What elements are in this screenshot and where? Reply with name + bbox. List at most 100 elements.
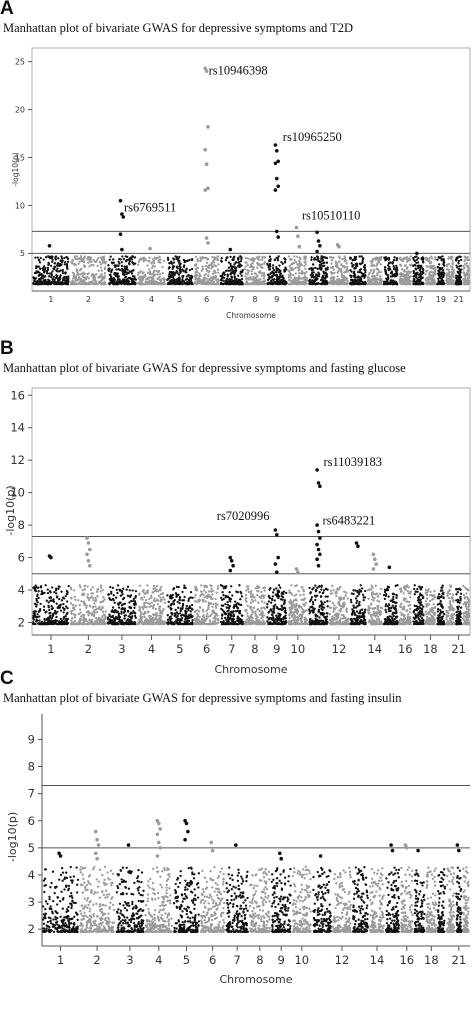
snp-point	[203, 618, 206, 621]
snp-point	[131, 279, 134, 283]
snp-point	[358, 262, 362, 265]
snp-point	[47, 604, 50, 607]
snp-point	[211, 620, 214, 624]
snp-point	[189, 610, 192, 613]
snp-point	[199, 594, 202, 598]
snp-point	[172, 603, 176, 606]
snp-point	[81, 280, 85, 283]
snp-point	[57, 278, 60, 282]
snp-point	[303, 264, 306, 268]
peak-point	[206, 186, 210, 190]
snp-point	[48, 596, 51, 599]
snp-point	[272, 273, 275, 276]
snp-point	[385, 258, 388, 261]
snp-point	[161, 265, 164, 269]
snp-point	[60, 619, 64, 622]
snp-point	[134, 611, 137, 615]
x-tick-label: 16	[398, 642, 413, 656]
snp-point	[78, 269, 82, 272]
snp-point	[71, 277, 75, 280]
snp-point	[389, 279, 392, 282]
snp-point	[77, 278, 80, 281]
snp-point	[55, 615, 58, 619]
snp-point	[119, 594, 122, 597]
snp-point	[203, 256, 207, 260]
snp-point	[84, 277, 88, 281]
snp-point	[372, 270, 375, 273]
snp-point	[153, 265, 156, 268]
snp-point	[60, 590, 63, 593]
snp-point	[379, 263, 382, 266]
snp-point	[103, 275, 107, 278]
snp-point	[143, 619, 147, 623]
snp-point	[65, 264, 69, 267]
snp-point	[188, 258, 191, 262]
snp-point	[92, 259, 95, 262]
snp-point	[120, 590, 124, 593]
peak-point	[415, 251, 419, 256]
x-tick-label: 4	[149, 295, 154, 304]
snp-point	[159, 587, 162, 591]
snp-point	[214, 275, 218, 279]
snp-point	[366, 280, 369, 283]
snp-point	[58, 585, 61, 588]
snp-point	[57, 622, 60, 625]
snp-point	[221, 272, 225, 275]
snp-point	[157, 622, 160, 626]
peak-point	[275, 149, 279, 153]
snp-point	[467, 273, 470, 277]
snp-point	[91, 621, 94, 625]
snp-point	[458, 275, 461, 278]
snp-point	[400, 282, 404, 286]
snp-point	[38, 280, 41, 283]
snp-point	[109, 585, 112, 589]
snp-point	[252, 275, 255, 279]
snp-point	[384, 266, 387, 269]
snp-point	[197, 600, 201, 603]
snp-point	[299, 281, 303, 285]
snp-point	[59, 277, 62, 280]
snp-point	[325, 256, 329, 260]
snp-point	[127, 280, 130, 283]
snp-point	[82, 257, 85, 260]
snp-point	[271, 264, 275, 267]
snp-point	[113, 601, 116, 604]
snp-point	[174, 592, 178, 595]
snp-point	[181, 276, 184, 280]
snp-point	[403, 270, 406, 273]
snp-point	[272, 271, 275, 274]
snp-point	[129, 256, 132, 259]
snp-point	[239, 259, 243, 263]
snp-point	[233, 600, 237, 603]
snp-point	[148, 273, 152, 276]
snp-point	[345, 262, 348, 265]
snp-point	[130, 269, 133, 273]
snp-point	[202, 615, 205, 618]
snp-point	[299, 263, 303, 266]
snp-point	[115, 268, 118, 271]
snp-point	[289, 279, 292, 282]
snp-point	[465, 272, 468, 275]
snp-point	[178, 602, 181, 605]
snp-point	[142, 613, 145, 616]
snp-point	[371, 258, 374, 262]
y-tick-label: 4	[18, 583, 25, 597]
snp-point	[62, 611, 65, 614]
snp-point	[74, 598, 77, 601]
snp-point	[116, 280, 120, 283]
snp-point	[334, 260, 337, 263]
snp-point	[237, 274, 240, 277]
snp-point	[197, 622, 200, 625]
snp-point	[450, 271, 453, 274]
y-tick-label: 10	[10, 486, 25, 500]
snp-point	[422, 260, 425, 263]
snp-point	[244, 272, 247, 275]
snp-point	[425, 265, 428, 268]
snp-point	[46, 268, 50, 272]
snp-point	[74, 622, 77, 625]
snp-point	[73, 620, 76, 623]
peak-point	[206, 125, 210, 129]
snp-point	[355, 264, 359, 268]
snp-point	[452, 270, 455, 273]
snp-point	[67, 279, 70, 282]
